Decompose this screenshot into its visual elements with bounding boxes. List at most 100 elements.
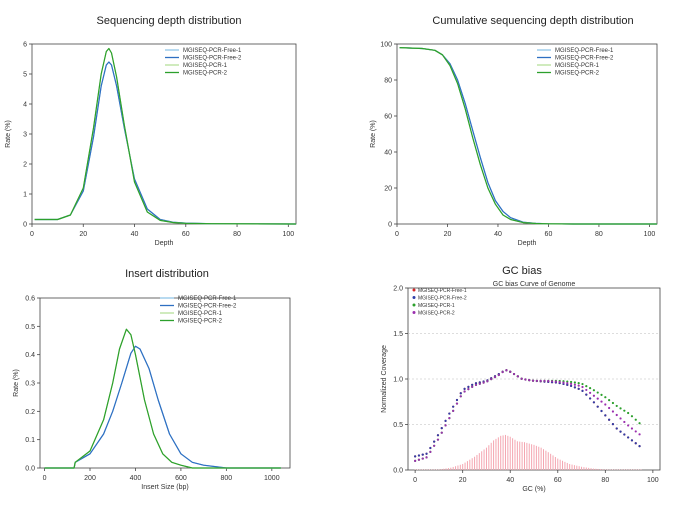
data-point: [638, 422, 641, 425]
y-tick-label: 1.0: [393, 377, 403, 384]
series-line-3: [34, 47, 297, 225]
data-point: [611, 410, 615, 413]
data-point: [452, 405, 455, 408]
x-tick-label: 100: [282, 231, 294, 238]
data-point: [585, 388, 588, 392]
data-point: [630, 427, 634, 430]
data-point: [630, 415, 634, 418]
x-tick-label: 80: [233, 231, 241, 238]
cumulative-depth-chart: 0 20 40 60 80 100 0 20 40 60 80 100 Depth Rate (%) MGI…: [370, 42, 658, 247]
data-point: [608, 406, 611, 410]
x-tick-label: 80: [601, 477, 609, 484]
data-point: [444, 419, 447, 422]
y-axis-label: Rate (%): [370, 120, 377, 148]
data-point: [520, 377, 523, 380]
data-point: [509, 370, 512, 373]
series-line-2: [399, 47, 657, 225]
data-point: [589, 387, 592, 390]
data-point: [558, 380, 561, 384]
legend-label: MGISEQ-PCR-Free-1: [178, 296, 237, 302]
data-point: [592, 394, 596, 397]
y-axis-label: Rate (%): [5, 120, 12, 148]
data-point: [615, 427, 618, 430]
data-point: [634, 418, 637, 421]
data-point: [585, 393, 588, 396]
data-point: [414, 459, 417, 462]
y-tick-label: 0.4: [25, 352, 35, 359]
x-tick-label: 400: [130, 475, 142, 482]
data-point: [589, 397, 592, 400]
data-point: [471, 385, 474, 388]
x-tick-label: 60: [545, 231, 553, 238]
legend-label: MGISEQ-PCR-1: [555, 63, 600, 69]
plot-frame: [39, 297, 291, 469]
series-line-3: [44, 328, 281, 469]
x-axis-label: GC (%): [522, 486, 545, 493]
data-point: [436, 438, 440, 441]
data-point: [516, 375, 519, 378]
data-point: [425, 456, 428, 459]
y-tick-label: 3: [23, 132, 27, 139]
legend-label: MGISEQ-PCR-Free-1: [183, 48, 242, 54]
data-point: [615, 404, 618, 408]
series-line-1: [44, 345, 281, 469]
y-tick-label: 0.0: [25, 466, 35, 473]
data-point: [535, 379, 538, 382]
data-point: [569, 380, 573, 384]
legend-marker: [412, 311, 416, 314]
y-axis-label: Rate (%): [13, 369, 20, 397]
data-point: [634, 430, 637, 433]
data-point: [627, 424, 630, 427]
x-tick-label: 20: [459, 477, 467, 484]
y-tick-label: 5: [23, 72, 27, 79]
plot-frame: [31, 43, 297, 225]
y-tick-label: 0: [23, 222, 27, 229]
legend-marker: [412, 288, 416, 292]
data-point: [573, 381, 576, 384]
y-tick-label: 1.5: [393, 331, 403, 338]
data-point: [573, 383, 576, 386]
x-tick-label: 800: [221, 475, 233, 482]
series-line-2: [44, 328, 281, 469]
x-tick-label: 60: [182, 231, 190, 238]
legend-marker: [412, 296, 416, 299]
data-point: [638, 433, 641, 436]
depth-distribution-chart: 0 20 40 60 80 100 0 1 2 3 4 5 6 Depth Rate (%) MGISEQ-P…: [5, 42, 297, 247]
data-point: [455, 398, 459, 402]
data-point: [425, 452, 428, 455]
data-point: [467, 388, 470, 391]
data-point: [577, 387, 580, 390]
data-point: [600, 409, 603, 413]
data-point: [604, 403, 607, 406]
series-3: [414, 369, 641, 462]
data-point: [627, 436, 630, 439]
data-point: [623, 433, 626, 436]
y-axis-label: Normalized Coverage: [381, 345, 388, 413]
data-point: [474, 383, 478, 387]
data-point: [440, 431, 443, 434]
data-point: [474, 382, 478, 385]
x-tick-label: 1000: [264, 475, 280, 482]
plot-frame: [396, 43, 658, 225]
x-tick-label: 40: [506, 477, 514, 484]
y-tick-label: 2: [23, 162, 27, 169]
data-point: [421, 457, 424, 460]
data-point: [482, 381, 485, 384]
x-axis-label: Insert Size (bp): [141, 484, 188, 491]
legend-label: MGISEQ-PCR-Free-2: [183, 56, 242, 62]
legend-label: MGISEQ-PCR-1: [183, 63, 228, 69]
x-tick-label: 600: [175, 475, 187, 482]
data-point: [608, 399, 611, 402]
data-point: [455, 402, 459, 405]
chart-subtitle: GC bias Curve of Genome: [493, 281, 576, 288]
y-tick-label: 6: [23, 42, 27, 49]
data-point: [596, 391, 599, 394]
data-point: [440, 427, 443, 430]
x-axis-label: Depth: [155, 240, 174, 247]
y-tick-label: 20: [384, 186, 392, 193]
data-point: [524, 378, 527, 381]
data-point: [566, 382, 569, 385]
y-tick-label: 4: [23, 102, 27, 109]
data-point: [581, 385, 584, 389]
data-point: [497, 373, 500, 377]
